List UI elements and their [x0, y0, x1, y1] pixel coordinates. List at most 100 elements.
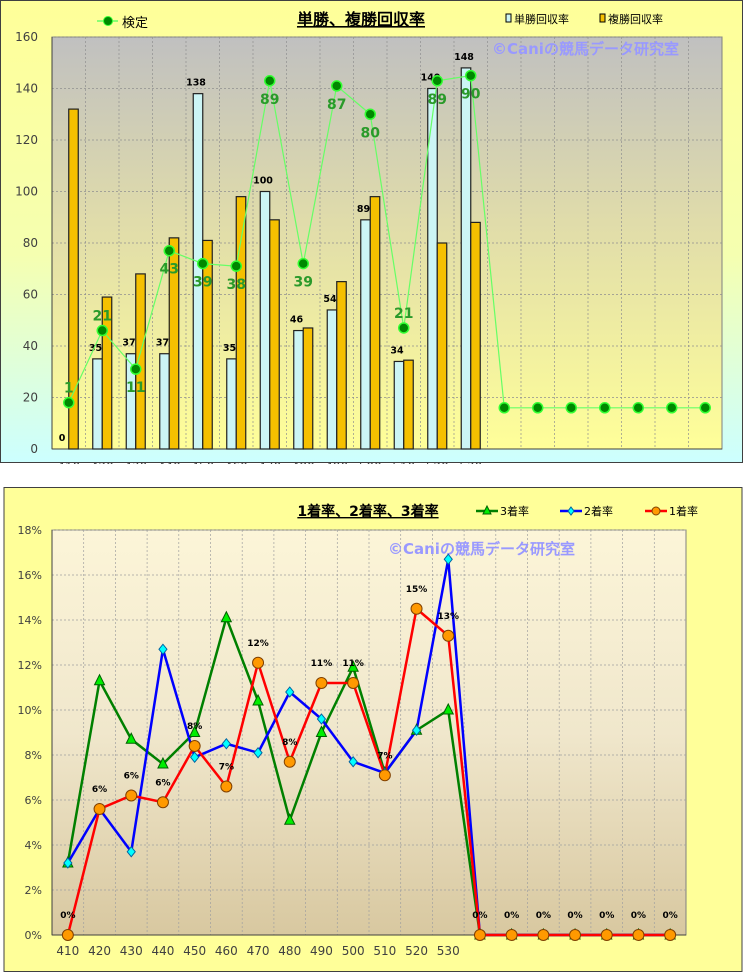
data-label: 11% [342, 659, 364, 669]
line-label: 89 [428, 92, 447, 108]
watermark: ©Caniの競馬データ研究室 [388, 540, 575, 558]
x-tick-label: 480 [292, 460, 315, 464]
marker-kentei [96, 324, 108, 337]
marker-3rd-rate [252, 693, 264, 706]
bar-label: 35 [223, 343, 236, 354]
bar-tansho [460, 67, 472, 450]
marker-1st-rate [569, 929, 582, 941]
marker-1st-rate [632, 929, 645, 941]
marker-kentei [197, 257, 209, 270]
marker-2nd-rate [285, 686, 295, 698]
marker-2nd-rate [411, 724, 422, 737]
x-tick-label: 500 [359, 460, 382, 464]
marker-1st-rate [473, 929, 486, 941]
marker-1st-rate [61, 929, 74, 941]
chart-title: 単勝、複勝回収率 [297, 10, 425, 29]
marker-1st-rate [188, 740, 201, 752]
marker-2nd-rate [158, 643, 168, 656]
marker-kentei [599, 402, 611, 414]
bar-label: 89 [357, 204, 370, 215]
marker-kentei [532, 402, 544, 414]
bar-label: 34 [390, 345, 404, 356]
data-label: 0% [599, 911, 614, 921]
line-label: 21 [93, 309, 112, 325]
x-tick-label: 510 [373, 944, 396, 958]
marker-3rd-rate [93, 673, 106, 686]
bar-label: 37 [122, 338, 135, 349]
x-tick-label: 520 [426, 460, 449, 464]
x-tick-label: 500 [342, 944, 365, 958]
bar-tansho [293, 329, 304, 450]
x-tick-label: 460 [225, 460, 248, 464]
marker-1st-rate [156, 796, 169, 809]
y-tick-label: 160 [15, 30, 38, 44]
x-tick-label: 470 [258, 460, 281, 464]
bar-tansho [393, 360, 405, 450]
marker-2nd-rate [316, 713, 327, 725]
y-tick-label: 8% [25, 749, 42, 762]
marker-1st-rate [220, 780, 233, 793]
bar-tansho [92, 358, 103, 450]
marker-3rd-rate [125, 732, 138, 744]
marker-kentei [498, 402, 510, 414]
bar-label: 138 [186, 78, 206, 89]
marker-1st-rate [378, 769, 391, 782]
line-label: 39 [294, 275, 313, 291]
marker-2nd-rate [443, 553, 453, 566]
y-tick-label: 80 [23, 236, 38, 250]
data-label: 7% [377, 751, 392, 761]
line-label: 11 [126, 380, 145, 396]
legend-label: 3着率 [500, 504, 529, 518]
bar-fukusho [68, 108, 79, 450]
x-tick-label: 530 [437, 944, 460, 958]
y-tick-label: 0 [30, 442, 38, 456]
data-label: 6% [124, 772, 139, 782]
y-tick-label: 40 [23, 339, 38, 353]
recovery-rate-chart: 0204060801001201401604104204304404504604… [0, 0, 743, 464]
y-tick-label: 6% [25, 794, 42, 807]
data-label: 0% [536, 911, 551, 921]
marker-kentei [632, 402, 644, 414]
bar-fukusho [336, 281, 347, 450]
marker-3rd-rate [157, 756, 169, 769]
data-label: 0% [504, 911, 519, 921]
legend-marker [482, 504, 492, 515]
data-label: 15% [406, 585, 428, 595]
y-tick-label: 60 [23, 288, 38, 302]
chart-title: 1着率、2着率、3着率 [297, 503, 438, 520]
data-label: 13% [437, 612, 459, 622]
marker-kentei [666, 402, 678, 414]
marker-kentei [398, 322, 410, 334]
x-tick-label: 480 [278, 944, 301, 958]
legend-swatch-fukusho [599, 13, 606, 23]
bar-label: 100 [253, 176, 273, 187]
y-tick-label: 16% [18, 569, 42, 582]
marker-3rd-rate [442, 702, 455, 715]
y-tick-label: 10% [18, 704, 42, 717]
bar-fukusho [168, 237, 180, 450]
x-tick-label: 470 [247, 944, 270, 958]
marker-1st-rate [600, 929, 613, 941]
marker-kentei [163, 244, 175, 257]
x-tick-label: 410 [57, 460, 80, 464]
data-label: 0% [472, 911, 487, 921]
y-tick-label: 12% [18, 659, 42, 672]
bar-label: 35 [89, 343, 102, 354]
data-label: 7% [219, 763, 234, 773]
marker-1st-rate [125, 789, 138, 802]
bar-label: 148 [454, 52, 474, 63]
marker-3rd-rate [188, 725, 201, 737]
legend-swatch-tansho [505, 13, 512, 23]
marker-kentei [431, 75, 443, 87]
bar-tansho [159, 353, 170, 450]
legend-marker-kentei [103, 16, 113, 26]
line-label: 21 [394, 306, 413, 322]
bar-label: 140 [421, 73, 441, 84]
x-tick-label: 420 [91, 460, 114, 464]
bar-tansho [226, 358, 237, 450]
bar-tansho [259, 190, 271, 450]
marker-kentei [331, 80, 343, 92]
marker-kentei [364, 108, 376, 120]
y-tick-label: 140 [15, 82, 38, 96]
marker-1st-rate [410, 602, 423, 615]
